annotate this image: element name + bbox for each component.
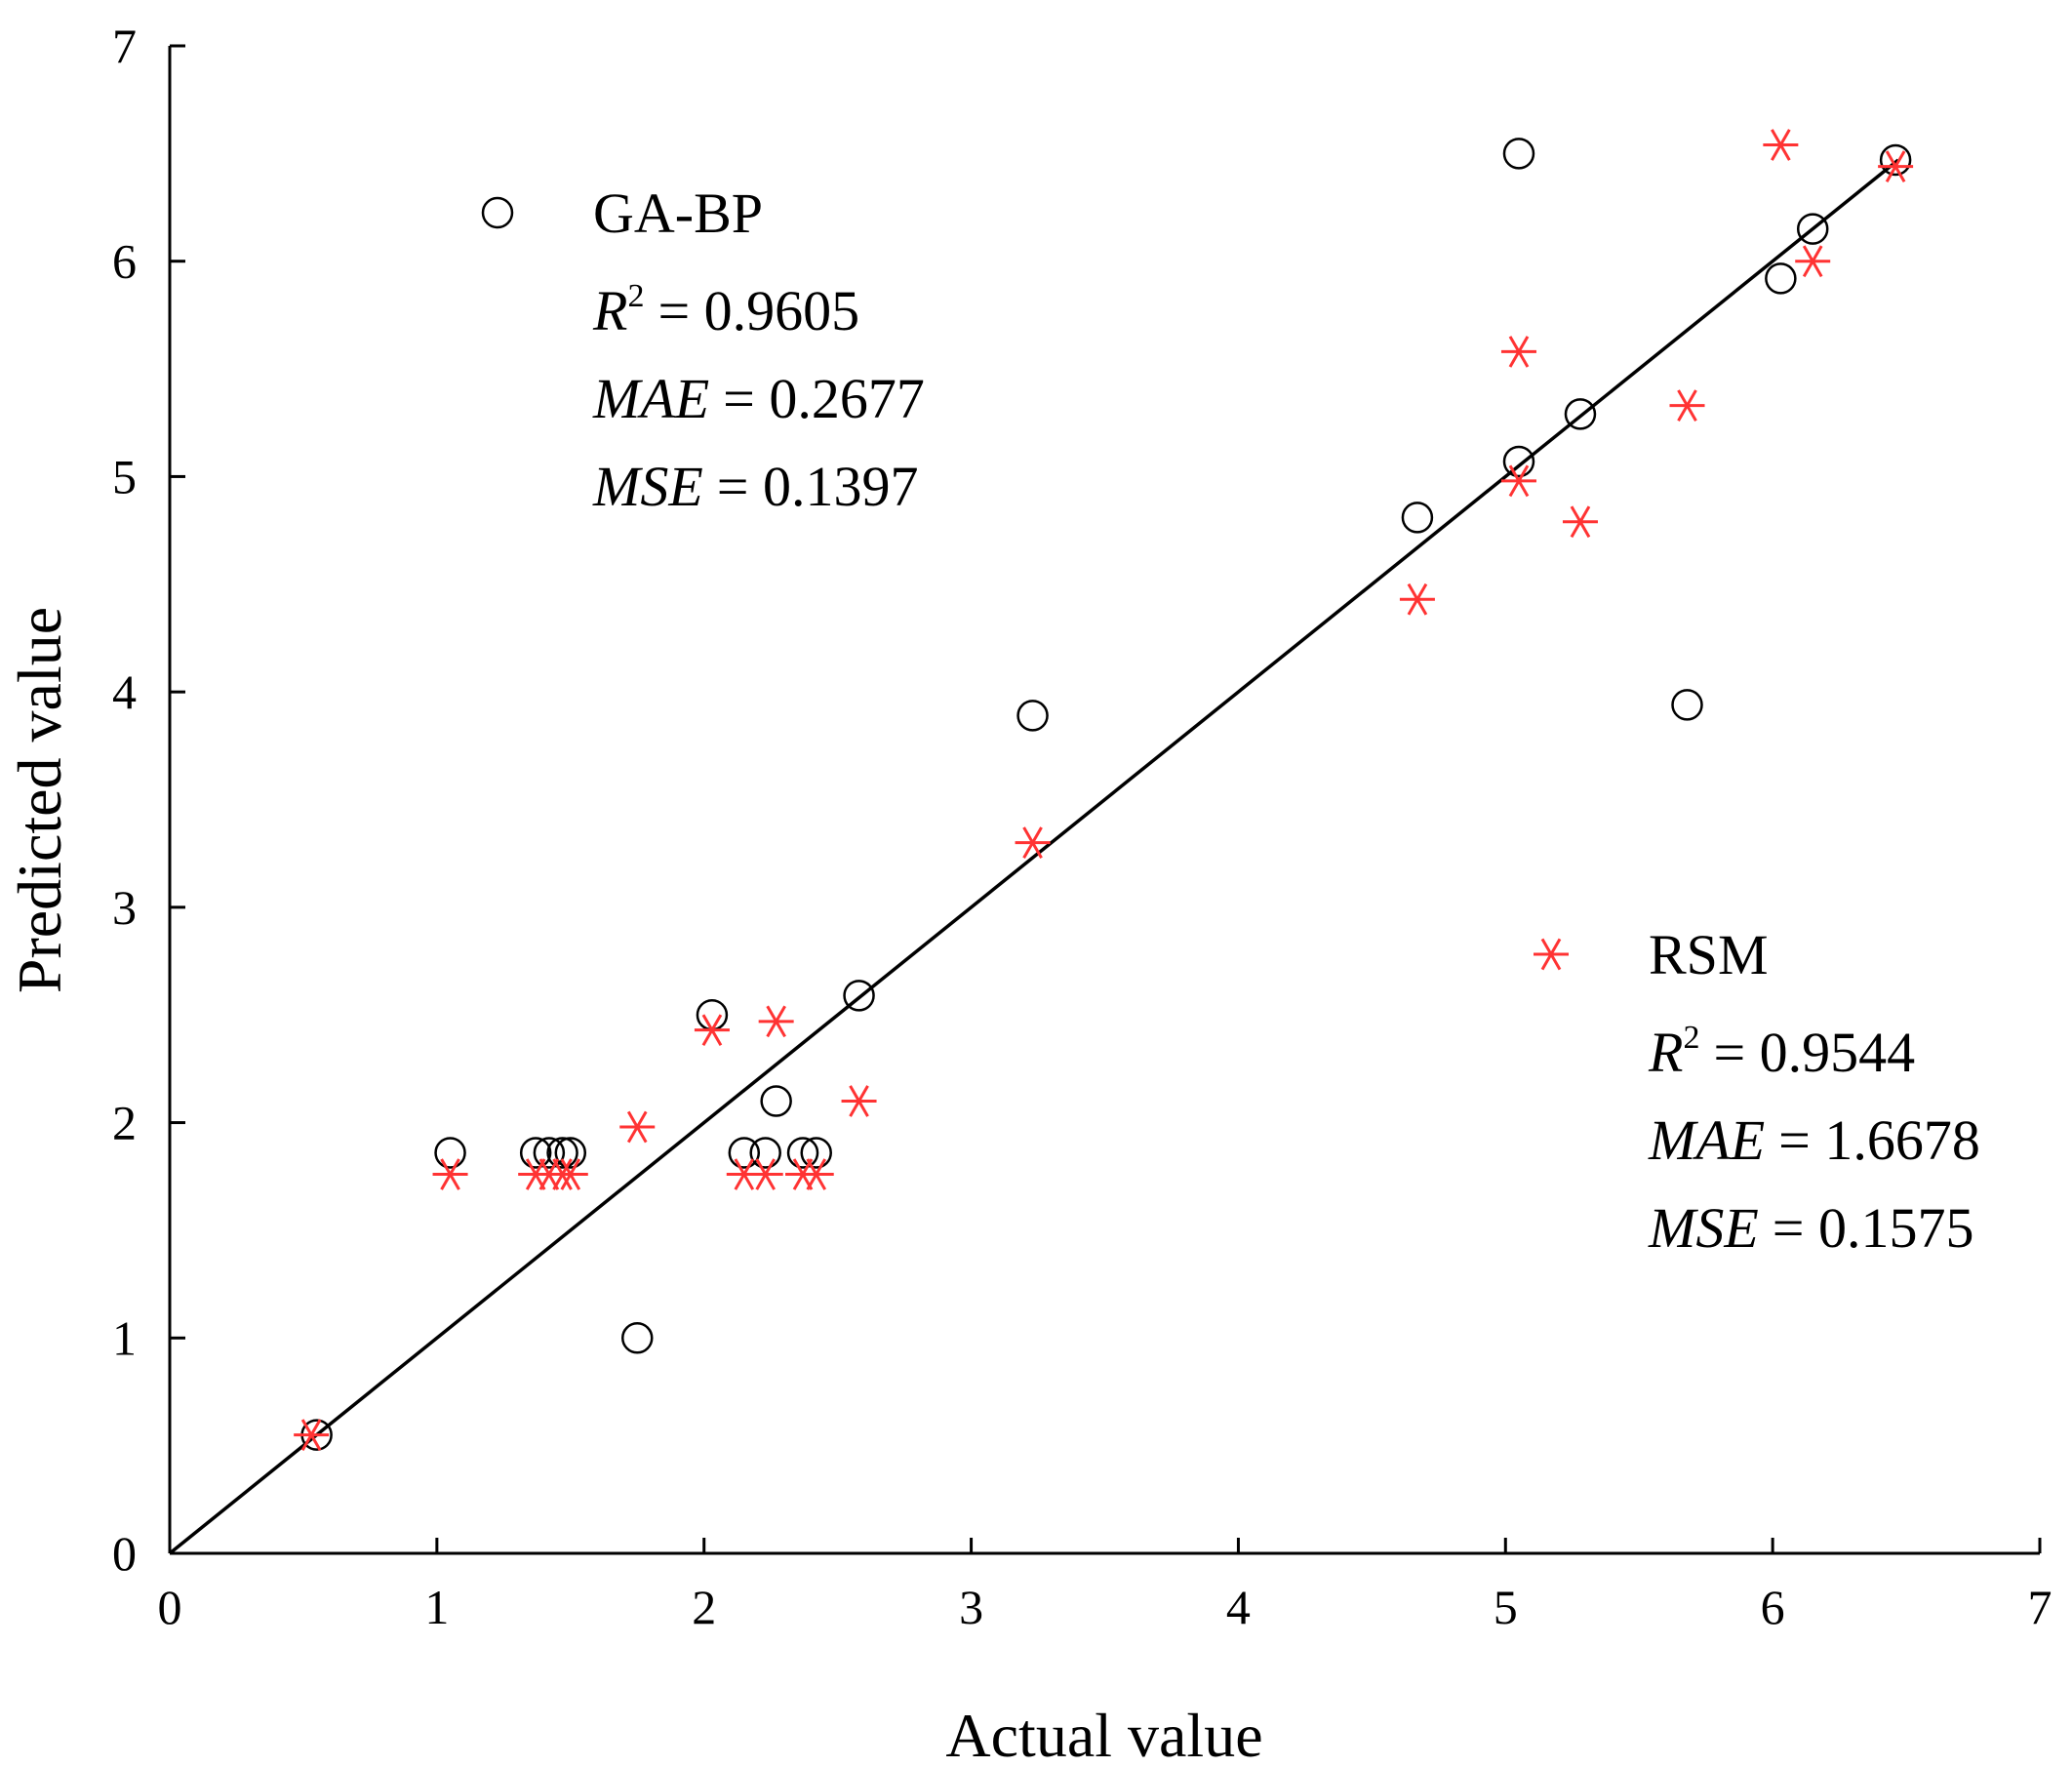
x-tick-label: 2 xyxy=(692,1580,716,1634)
rsm-point xyxy=(1500,336,1536,368)
gabp-point xyxy=(1016,700,1049,732)
gabp-point xyxy=(519,1137,552,1169)
gabp-point xyxy=(843,980,875,1012)
legend-rsm-mse: MSE = 0.1575 xyxy=(1648,1196,1973,1260)
legend-gabp: GA-BP R2 = 0.9605 MAE = 0.2677 MSE = 0.1397 xyxy=(481,181,925,518)
legend-rsm-mae: MAE = 1.6678 xyxy=(1648,1108,1980,1172)
gabp-point xyxy=(1401,502,1434,534)
gabp-point xyxy=(1765,262,1797,295)
legend-gabp-mse: MSE = 0.1397 xyxy=(592,455,918,518)
y-ticks: 0 1 2 3 4 5 6 7 xyxy=(112,19,185,1581)
legend-rsm-label: RSM xyxy=(1649,923,1769,986)
legend-gabp-r2: R2 = 0.9605 xyxy=(592,278,859,342)
legend-gabp-mae-value: = 0.2677 xyxy=(723,367,925,430)
gabp-point xyxy=(1502,138,1535,170)
gabp-point xyxy=(554,1137,587,1169)
legend-rsm-r2-label: R xyxy=(1648,1021,1683,1084)
rsm-point xyxy=(798,1158,834,1190)
gabp-point xyxy=(1796,213,1829,245)
legend-rsm-r2: R2 = 0.9544 xyxy=(1648,1020,1915,1084)
rsm-point xyxy=(747,1158,783,1190)
y-tick-label: 0 xyxy=(112,1526,137,1581)
series-gabp-points xyxy=(300,138,1912,1451)
x-tick-label: 0 xyxy=(158,1580,182,1634)
gabp-point xyxy=(621,1322,654,1354)
y-tick-label: 7 xyxy=(112,19,137,73)
y-tick-label: 4 xyxy=(112,664,137,719)
gabp-point xyxy=(1502,445,1535,478)
x-tick-label: 1 xyxy=(424,1580,449,1634)
gabp-point xyxy=(1564,398,1597,430)
rsm-point xyxy=(841,1085,877,1117)
x-axis-title: Actual value xyxy=(945,1701,1262,1768)
x-ticks: 0 1 2 3 4 5 6 7 xyxy=(158,1538,2052,1634)
rsm-point xyxy=(294,1419,330,1451)
rsm-point xyxy=(1015,826,1051,859)
legend-gabp-r2-value: = 0.9605 xyxy=(657,279,859,342)
rsm-point xyxy=(1795,245,1831,278)
rsm-point xyxy=(1878,150,1914,182)
rsm-point xyxy=(619,1110,656,1144)
legend-rsm-r2-value: = 0.9544 xyxy=(1713,1021,1915,1084)
gabp-point xyxy=(786,1137,819,1169)
x-tick-label: 3 xyxy=(959,1580,983,1634)
legend-rsm-mse-label: MSE xyxy=(1648,1196,1759,1260)
legend-rsm-mae-label: MAE xyxy=(1648,1108,1765,1172)
x-tick-label: 5 xyxy=(1494,1580,1518,1634)
rsm-point xyxy=(432,1158,468,1190)
gabp-point xyxy=(1879,143,1912,177)
rsm-point xyxy=(1562,505,1598,539)
gabp-point xyxy=(728,1137,761,1169)
legend-gabp-mae-label: MAE xyxy=(592,367,709,430)
gabp-point xyxy=(749,1137,781,1169)
gabp-point xyxy=(800,1137,832,1169)
x-tick-label: 7 xyxy=(2028,1580,2052,1634)
legend-gabp-marker xyxy=(481,196,514,229)
gabp-point xyxy=(533,1137,566,1169)
rsm-point xyxy=(694,1014,730,1047)
y-tick-label: 3 xyxy=(112,880,137,935)
legend-rsm-marker xyxy=(1534,938,1569,971)
rsm-point xyxy=(758,1005,794,1038)
gabp-point xyxy=(760,1085,792,1117)
y-tick-label: 5 xyxy=(112,449,137,503)
gabp-point xyxy=(434,1137,466,1169)
axes xyxy=(168,46,2040,1555)
y-tick-label: 6 xyxy=(112,234,137,289)
rsm-point xyxy=(552,1158,588,1190)
rsm-point xyxy=(1669,389,1705,422)
legend-gabp-r2-label: R xyxy=(592,279,627,342)
legend-gabp-label: GA-BP xyxy=(593,181,763,245)
gabp-point xyxy=(546,1137,578,1169)
series-rsm-points xyxy=(294,129,1914,1451)
y-tick-label: 2 xyxy=(112,1096,137,1150)
rsm-point xyxy=(1500,464,1536,498)
legend-gabp-mse-value: = 0.1397 xyxy=(717,455,919,518)
reference-line xyxy=(168,158,1899,1555)
legend-gabp-mae: MAE = 0.2677 xyxy=(592,367,925,430)
legend-rsm: RSM R2 = 0.9544 MAE = 1.6678 MSE = 0.1575 xyxy=(1534,923,1980,1260)
legend-gabp-mse-label: MSE xyxy=(592,455,703,518)
legend-rsm-mse-value: = 0.1575 xyxy=(1773,1196,1974,1260)
rsm-point xyxy=(1763,129,1799,161)
legend-rsm-mae-value: = 1.6678 xyxy=(1778,1108,1980,1172)
x-tick-label: 6 xyxy=(1761,1580,1785,1634)
rsm-point xyxy=(1399,583,1435,616)
y-tick-label: 1 xyxy=(112,1310,137,1365)
y-axis-title: Predicted value xyxy=(5,607,74,993)
gabp-point xyxy=(1671,689,1703,721)
x-tick-label: 4 xyxy=(1226,1580,1251,1634)
